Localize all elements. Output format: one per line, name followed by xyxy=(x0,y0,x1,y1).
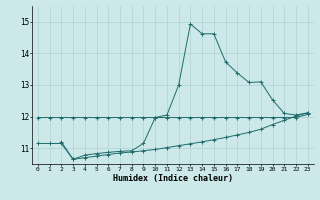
X-axis label: Humidex (Indice chaleur): Humidex (Indice chaleur) xyxy=(113,174,233,183)
